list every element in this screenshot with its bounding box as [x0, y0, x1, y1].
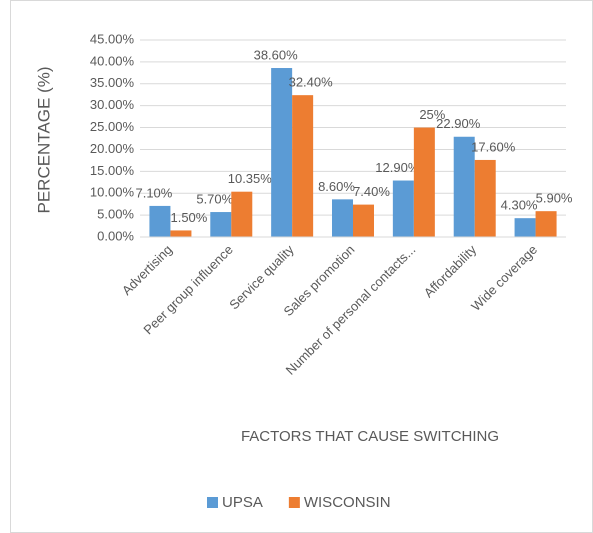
bar [210, 212, 232, 237]
y-tick-label: 25.00% [90, 119, 135, 134]
x-axis-title: FACTORS THAT CAUSE SWITCHING [241, 428, 499, 445]
value-label: 8.60% [318, 179, 355, 194]
y-tick-label: 40.00% [90, 53, 135, 68]
y-axis-title: PERCENTAGE (%) [34, 66, 53, 213]
value-label: 12.90% [375, 160, 420, 175]
bar [453, 136, 475, 237]
value-label: 10.35% [228, 171, 273, 186]
value-label: 1.50% [170, 210, 207, 225]
bar [514, 218, 536, 237]
bar [474, 159, 496, 237]
bar [413, 127, 435, 237]
chart-frame [10, 0, 593, 533]
y-tick-label: 45.00% [90, 31, 135, 46]
bar [353, 204, 374, 237]
value-label: 5.70% [196, 191, 233, 206]
legend-swatch [288, 497, 300, 508]
legend-label: UPSA [222, 494, 263, 511]
value-label: 17.60% [471, 139, 516, 154]
bar [392, 180, 414, 237]
value-label: 25% [419, 107, 445, 122]
bar [271, 68, 293, 237]
value-label: 38.60% [254, 47, 299, 62]
bar [332, 199, 353, 237]
y-tick-label: 0.00% [97, 228, 134, 243]
y-tick-label: 30.00% [90, 97, 135, 112]
value-label: 22.90% [436, 116, 481, 131]
bar [231, 191, 253, 237]
bar [170, 230, 192, 237]
value-label: 7.10% [135, 185, 172, 200]
legend-swatch [207, 497, 218, 508]
y-tick-label: 10.00% [90, 185, 135, 200]
bar [149, 205, 171, 237]
value-label: 32.40% [289, 75, 334, 90]
value-label: 7.40% [353, 184, 390, 199]
value-label: 5.90% [536, 191, 573, 206]
y-tick-label: 20.00% [90, 141, 135, 156]
value-label: 4.30% [501, 198, 538, 213]
y-tick-label: 15.00% [90, 163, 135, 178]
legend-label: WISCONSIN [304, 494, 391, 511]
bar [535, 211, 557, 237]
y-tick-label: 35.00% [90, 75, 135, 90]
bar [292, 95, 314, 237]
y-tick-label: 5.00% [97, 207, 134, 222]
